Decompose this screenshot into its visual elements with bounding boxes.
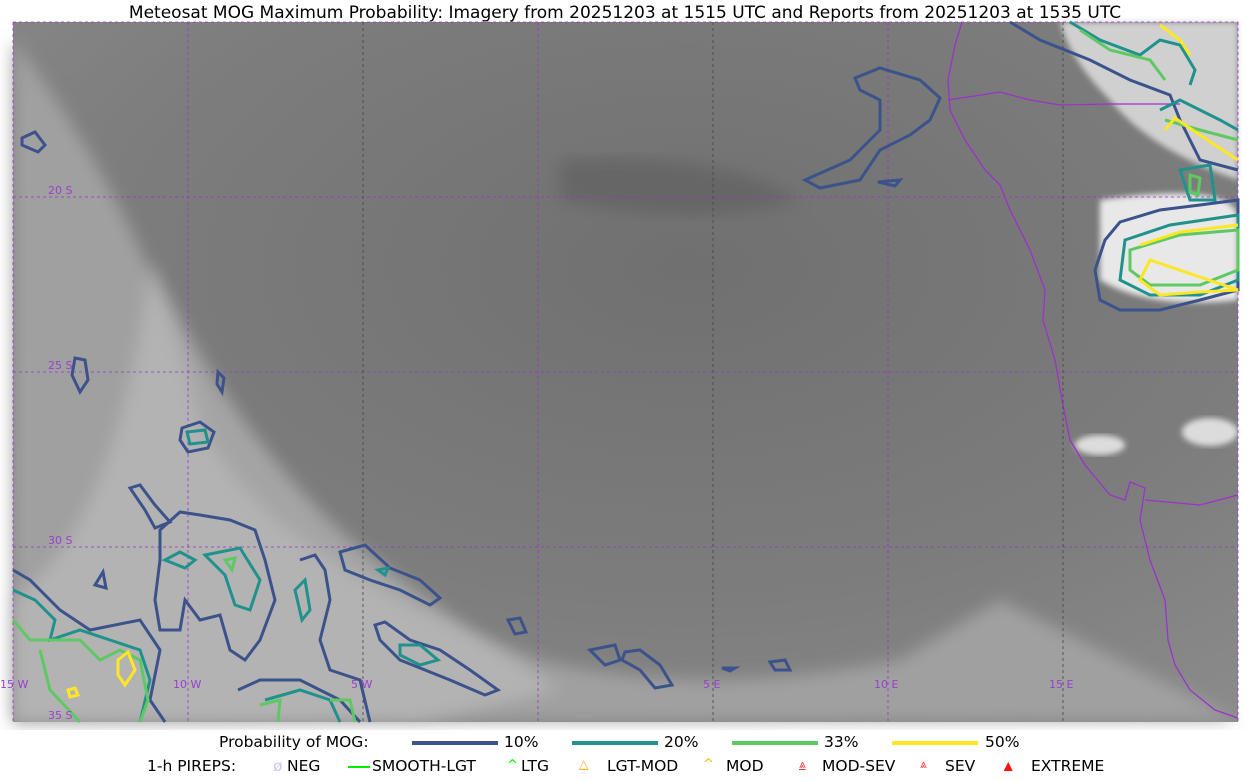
lat-label-20s: 20 S bbox=[48, 184, 72, 197]
lon-label-5w: 5 W bbox=[351, 678, 372, 691]
filled-triangle-icon: ▲ bbox=[1004, 759, 1013, 772]
line-icon bbox=[348, 766, 370, 768]
swatch-33pct bbox=[732, 741, 818, 745]
pireps-legend-label: 1-h PIREPS: bbox=[147, 757, 237, 775]
lon-label-10w: 10 W bbox=[173, 678, 201, 691]
axis-labels: 20 S 25 S 30 S 35 S 15 W 10 W 5 W 5 E 10… bbox=[0, 184, 1073, 722]
lon-label-10e: 10 E bbox=[874, 678, 898, 691]
contours-10pct bbox=[12, 20, 1240, 724]
legend-33pct: 33% bbox=[824, 733, 859, 751]
contours-33pct bbox=[11, 28, 1240, 724]
legend-smooth-lgt: SMOOTH-LGT bbox=[372, 757, 476, 775]
legend-10pct: 10% bbox=[504, 733, 539, 751]
legend-mod: MOD bbox=[726, 757, 764, 775]
legend-extreme: EXTREME bbox=[1031, 757, 1105, 775]
contours-50pct bbox=[66, 23, 1239, 699]
caret-icon: ^ bbox=[507, 758, 518, 773]
lon-label-5e: 5 E bbox=[703, 678, 720, 691]
lat-label-25s: 25 S bbox=[48, 359, 72, 372]
double-caret-icon: ⩓ bbox=[920, 757, 927, 771]
cloud-bands bbox=[13, 22, 1238, 722]
double-caret-bar-icon: ⩓ bbox=[799, 757, 806, 771]
contours-20pct bbox=[12, 20, 1240, 723]
swatch-10pct bbox=[412, 741, 498, 745]
probability-legend-label: Probability of MOG: bbox=[219, 733, 369, 751]
caret-icon: ^ bbox=[703, 757, 714, 772]
legend-mod-sev: MOD-SEV bbox=[822, 757, 896, 775]
caret-bar-icon: △ bbox=[579, 757, 589, 771]
lat-label-35s: 35 S bbox=[48, 709, 72, 722]
legend-20pct: 20% bbox=[664, 733, 699, 751]
legend-lgt-mod: LGT-MOD bbox=[607, 757, 679, 775]
coastline bbox=[947, 21, 1239, 719]
neg-circle-slash-icon: ø bbox=[273, 757, 283, 775]
swatch-20pct bbox=[572, 741, 658, 745]
satellite-map[interactable]: 20 S 25 S 30 S 35 S 15 W 10 W 5 W 5 E 10… bbox=[0, 0, 1250, 730]
lat-label-30s: 30 S bbox=[48, 534, 72, 547]
legend-ltg: LTG bbox=[521, 757, 549, 775]
legend-neg: NEG bbox=[287, 757, 321, 775]
map-title: Meteosat MOG Maximum Probability: Imager… bbox=[128, 3, 1122, 23]
legend-50pct: 50% bbox=[985, 733, 1020, 751]
lon-label-15e: 15 E bbox=[1049, 678, 1073, 691]
lon-label-15w: 15 W bbox=[0, 678, 28, 691]
legend-sev: SEV bbox=[945, 757, 976, 775]
swatch-50pct bbox=[892, 741, 978, 745]
